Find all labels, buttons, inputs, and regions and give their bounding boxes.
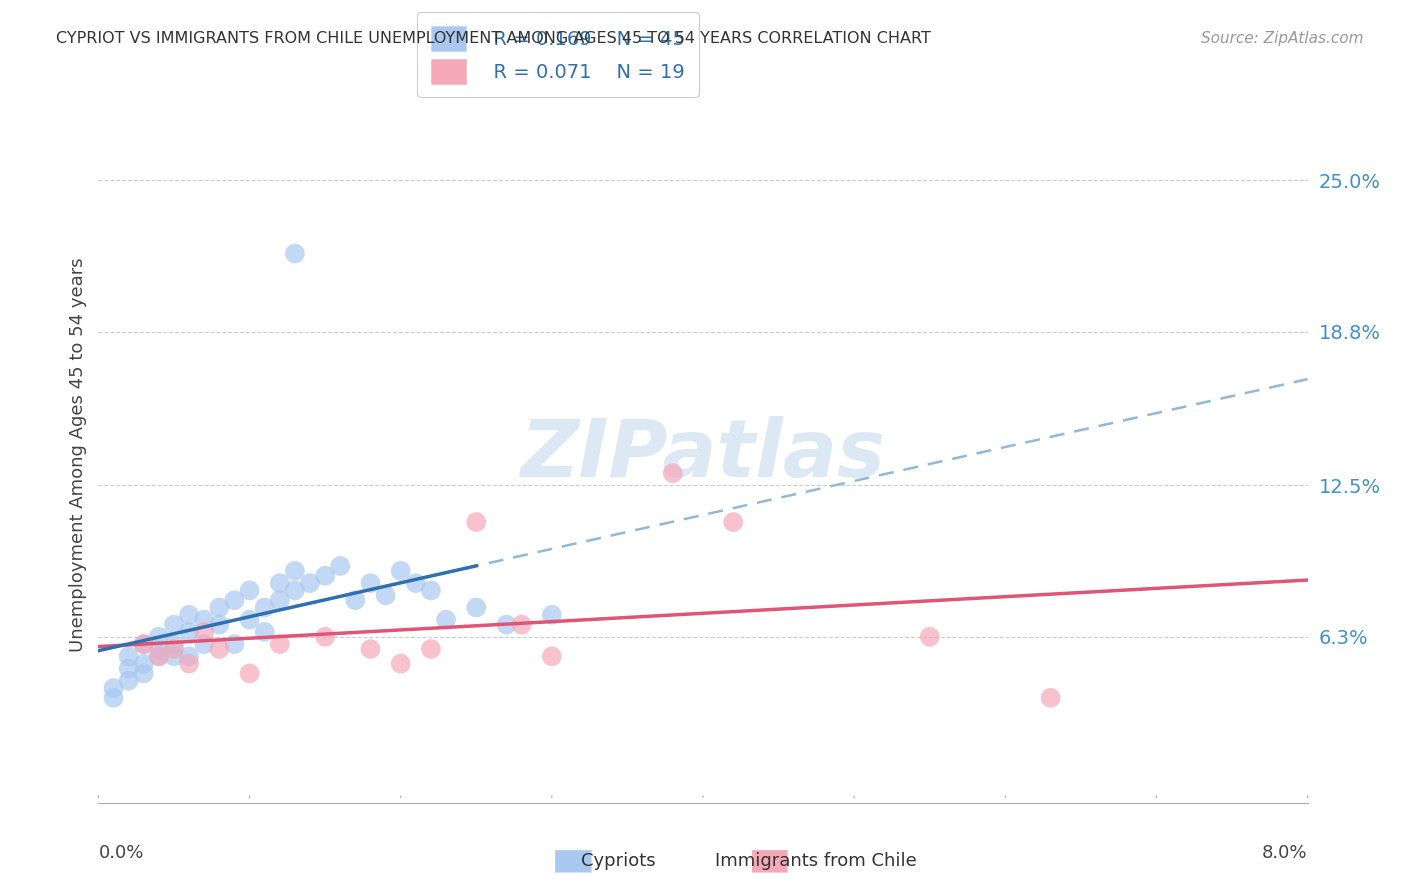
Point — [103, 681, 125, 695]
Point — [389, 657, 412, 671]
Text: Cypriots: Cypriots — [581, 852, 657, 870]
Point — [284, 564, 307, 578]
Point — [434, 613, 457, 627]
Text: ZIPatlas: ZIPatlas — [520, 416, 886, 494]
Point — [253, 600, 276, 615]
Point — [118, 661, 141, 675]
Point — [208, 600, 231, 615]
Point — [132, 666, 155, 681]
Point — [299, 576, 322, 591]
Point — [224, 637, 246, 651]
Point — [314, 630, 336, 644]
Point — [918, 630, 941, 644]
Point — [344, 593, 367, 607]
Point — [179, 607, 201, 622]
Text: CYPRIOT VS IMMIGRANTS FROM CHILE UNEMPLOYMENT AMONG AGES 45 TO 54 YEARS CORRELAT: CYPRIOT VS IMMIGRANTS FROM CHILE UNEMPLO… — [56, 31, 931, 46]
Point — [179, 624, 201, 639]
Point — [510, 617, 533, 632]
Point — [374, 588, 396, 602]
Point — [540, 649, 562, 664]
Point — [148, 630, 170, 644]
Point — [269, 593, 291, 607]
Point — [360, 642, 382, 657]
Text: Immigrants from Chile: Immigrants from Chile — [714, 852, 917, 870]
Point — [179, 657, 201, 671]
Point — [163, 637, 186, 651]
Point — [661, 467, 683, 481]
Point — [148, 642, 170, 657]
Point — [284, 583, 307, 598]
Point — [193, 637, 215, 651]
Point — [208, 642, 231, 657]
Point — [148, 649, 170, 664]
Point — [284, 246, 307, 260]
Point — [239, 666, 262, 681]
Text: 8.0%: 8.0% — [1263, 845, 1308, 863]
Point — [132, 637, 155, 651]
Point — [540, 607, 562, 622]
Point — [723, 515, 745, 529]
Point — [405, 576, 427, 591]
Point — [253, 624, 276, 639]
Point — [224, 593, 246, 607]
Point — [148, 649, 170, 664]
Point — [1039, 690, 1062, 705]
Point — [208, 617, 231, 632]
Point — [269, 576, 291, 591]
Y-axis label: Unemployment Among Ages 45 to 54 years: Unemployment Among Ages 45 to 54 years — [69, 258, 87, 652]
Point — [465, 515, 488, 529]
Text: Source: ZipAtlas.com: Source: ZipAtlas.com — [1201, 31, 1364, 46]
Point — [103, 690, 125, 705]
Point — [495, 617, 517, 632]
Point — [132, 637, 155, 651]
Legend:   R = 0.169    N = 45,   R = 0.071    N = 19: R = 0.169 N = 45, R = 0.071 N = 19 — [418, 12, 699, 97]
Point — [118, 649, 141, 664]
Point — [360, 576, 382, 591]
Point — [465, 600, 488, 615]
Point — [193, 624, 215, 639]
Point — [163, 642, 186, 657]
Point — [420, 642, 443, 657]
Point — [420, 583, 443, 598]
Point — [239, 583, 262, 598]
Point — [239, 613, 262, 627]
Text: 0.0%: 0.0% — [98, 845, 143, 863]
Point — [118, 673, 141, 688]
Point — [389, 564, 412, 578]
Point — [269, 637, 291, 651]
Point — [329, 559, 352, 574]
Point — [163, 617, 186, 632]
Point — [179, 649, 201, 664]
Point — [132, 657, 155, 671]
Point — [163, 649, 186, 664]
Point — [193, 613, 215, 627]
Point — [314, 568, 336, 582]
